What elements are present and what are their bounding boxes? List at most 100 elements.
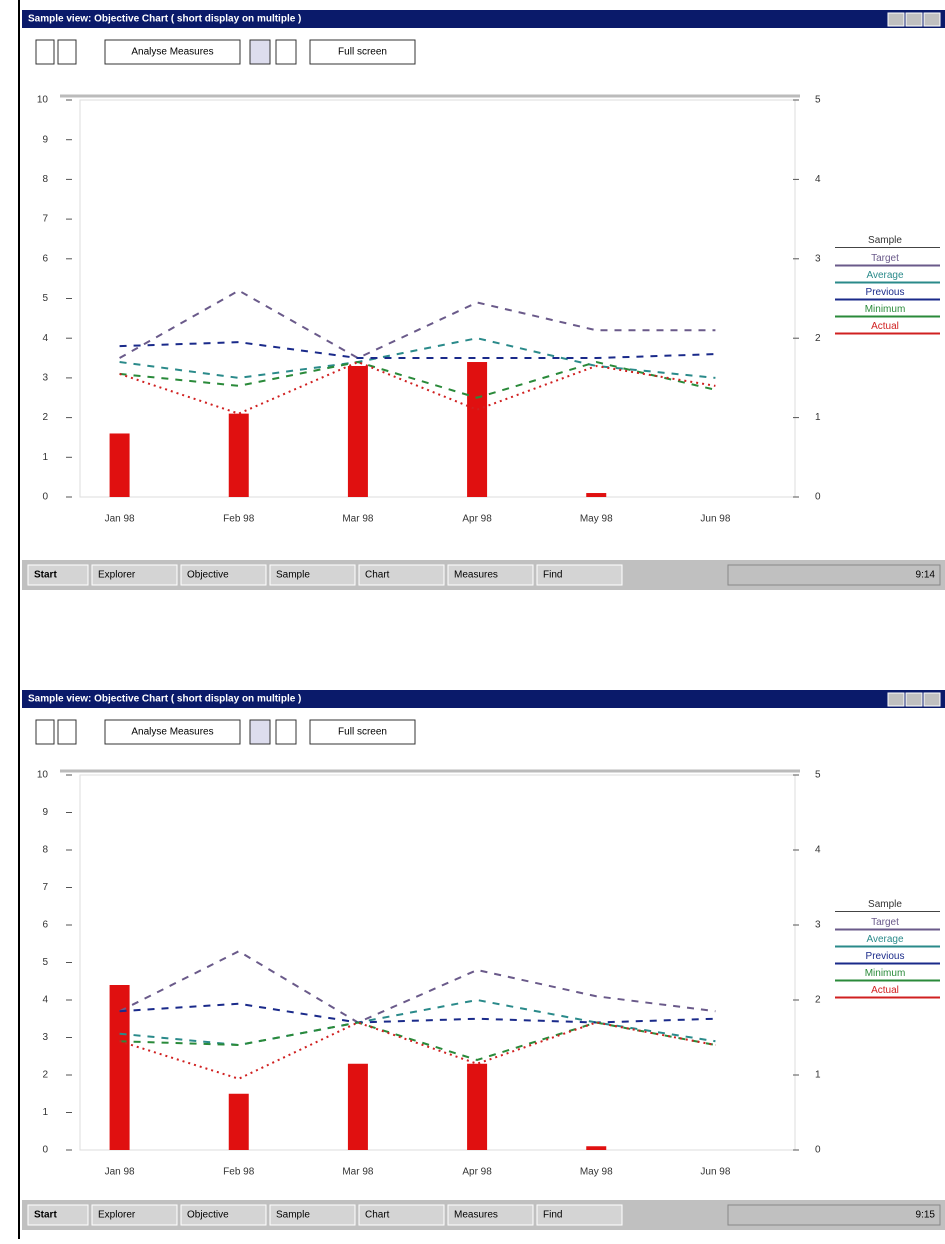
series-line [119,1002,716,1024]
series-line [119,998,716,1047]
taskbar-button[interactable] [447,564,534,586]
bar [586,1146,607,1150]
legend-label: Minimum [865,968,906,979]
bar [228,1093,249,1150]
y-tick-label: 1 [42,452,48,463]
y2-tick-label: 4 [815,174,821,185]
save-icon-button[interactable] [249,39,271,65]
taskbar-button-label: Start [34,1210,57,1221]
taskbar-button[interactable] [269,1204,356,1226]
legend-title: Sample [868,899,902,910]
clock: 9:15 [916,1210,936,1221]
x-tick-label: Mar 98 [342,1167,374,1178]
taskbar-button[interactable] [91,1204,178,1226]
y2-tick-label: 0 [815,492,821,503]
taskbar-button[interactable] [180,564,267,586]
taskbar-button-label: Explorer [98,570,136,581]
y2-tick-label: 4 [815,845,821,856]
bar [347,365,368,497]
taskbar-button-label: Find [543,1210,562,1221]
title-bar [22,10,945,28]
tool-icon-button[interactable] [57,39,77,65]
y-tick-label: 6 [42,253,48,264]
tool-icon-button[interactable] [57,719,77,745]
taskbar-button[interactable] [27,564,89,586]
window-min-button[interactable] [887,692,905,707]
x-tick-label: Mar 98 [342,514,374,525]
taskbar-button-label: Chart [365,570,390,581]
series-line [119,289,716,360]
y-tick-label: 7 [42,882,48,893]
y-tick-label: 5 [42,957,48,968]
y-tick-label: 2 [42,1070,48,1081]
window-title: Sample view: Objective Chart ( short dis… [28,14,301,25]
y2-tick-label: 3 [815,253,821,264]
taskbar-button-label: Explorer [98,1210,136,1221]
system-tray [727,1204,941,1226]
y2-tick-label: 5 [815,770,821,781]
save-icon-button[interactable] [249,719,271,745]
toolbar-button[interactable] [309,719,416,745]
toolbar-button[interactable] [104,719,241,745]
y-tick-label: 6 [42,920,48,931]
x-tick-label: Jan 98 [105,514,135,525]
toolbar-button-label: Full screen [338,727,387,738]
toolbar-button-label: Full screen [338,47,387,58]
taskbar-button[interactable] [180,1204,267,1226]
bar [347,1063,368,1150]
window-max-button[interactable] [905,12,923,27]
window-close-button[interactable] [923,12,941,27]
series-line [119,360,716,399]
print-icon-button[interactable] [275,39,297,65]
system-tray [727,564,941,586]
y2-tick-label: 1 [815,412,821,423]
tool-icon-button[interactable] [35,719,55,745]
x-tick-label: Apr 98 [462,514,492,525]
taskbar-button[interactable] [358,564,445,586]
toolbar-button-label: Analyse Measures [131,47,213,58]
x-tick-label: Apr 98 [462,1167,492,1178]
taskbar-button[interactable] [269,564,356,586]
taskbar-button-label: Find [543,570,562,581]
legend-label: Minimum [865,304,906,315]
legend-label: Previous [866,287,905,298]
title-bar [22,690,945,708]
taskbar-button[interactable] [536,564,623,586]
legend-label: Previous [866,951,905,962]
series-line [119,337,716,379]
tool-icon-button[interactable] [35,39,55,65]
taskbar-button-label: Objective [187,570,229,581]
y2-tick-label: 2 [815,995,821,1006]
taskbar-button[interactable] [358,1204,445,1226]
taskbar-button[interactable] [536,1204,623,1226]
y-tick-label: 8 [42,174,48,185]
bar [467,1063,488,1150]
window-close-button[interactable] [923,692,941,707]
bar [109,985,130,1150]
taskbar-button-label: Sample [276,570,310,581]
taskbar-button[interactable] [447,1204,534,1226]
y2-tick-label: 5 [815,95,821,106]
series-line [119,950,716,1024]
legend-label: Target [871,253,899,264]
y-tick-label: 1 [42,1107,48,1118]
y-tick-label: 10 [37,770,49,781]
y2-tick-label: 2 [815,333,821,344]
clock: 9:14 [916,570,936,581]
print-icon-button[interactable] [275,719,297,745]
y-tick-label: 9 [42,807,48,818]
bar [109,433,130,497]
taskbar-button[interactable] [91,564,178,586]
taskbar-button[interactable] [27,1204,89,1226]
window-max-button[interactable] [905,692,923,707]
y-tick-label: 4 [42,995,48,1006]
taskbar-button-label: Start [34,570,57,581]
toolbar-button[interactable] [104,39,241,65]
legend-label: Actual [871,321,899,332]
window-min-button[interactable] [887,12,905,27]
y-tick-label: 10 [37,95,49,106]
plot-area [79,99,796,498]
legend-label: Average [866,934,904,945]
toolbar-button[interactable] [309,39,416,65]
